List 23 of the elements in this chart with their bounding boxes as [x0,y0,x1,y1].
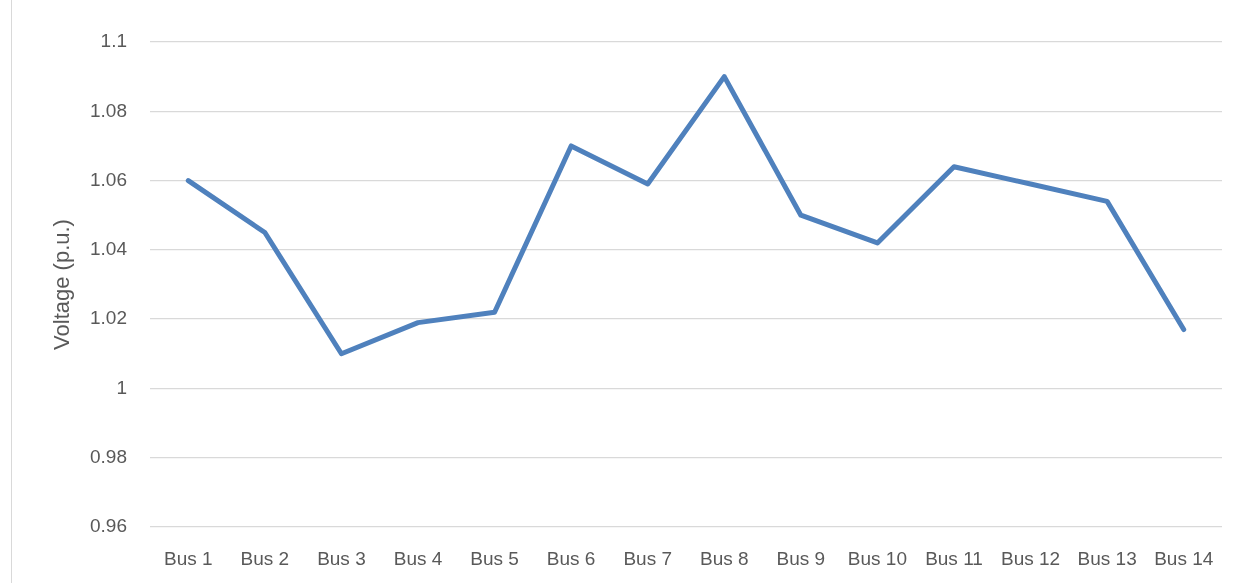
y-tick-label: 1.06 [90,168,127,190]
x-tick-label: Bus 4 [393,547,443,569]
x-tick-label: Bus 8 [699,547,749,569]
x-tick-label: Bus 11 [925,547,983,569]
x-tick-label: Bus 13 [1077,547,1137,569]
x-tick-label: Bus 10 [847,547,908,569]
y-tick-label: 0.96 [90,515,127,537]
y-axis-title: Voltage (p.u.) [49,219,75,350]
x-tick-label: Bus 7 [623,547,673,569]
x-tick-label: Bus 5 [470,547,519,569]
x-tick-label: Bus 14 [1154,547,1214,569]
x-tick-label: Bus 1 [163,547,213,569]
x-tick-label: Bus 6 [546,547,596,569]
y-tick-label: 1.02 [90,307,127,329]
y-tick-label: 1.1 [100,30,127,52]
x-tick-label: Bus 3 [317,547,366,569]
y-tick-label: 1.04 [90,238,128,260]
y-tick-label: 1.08 [90,99,127,121]
x-tick-label: Bus 2 [240,547,290,569]
x-tick-label: Bus 9 [776,547,826,569]
x-tick-label: Bus 12 [1000,547,1061,569]
y-tick-label: 0.98 [90,445,127,467]
y-tick-label: 1 [116,376,127,398]
